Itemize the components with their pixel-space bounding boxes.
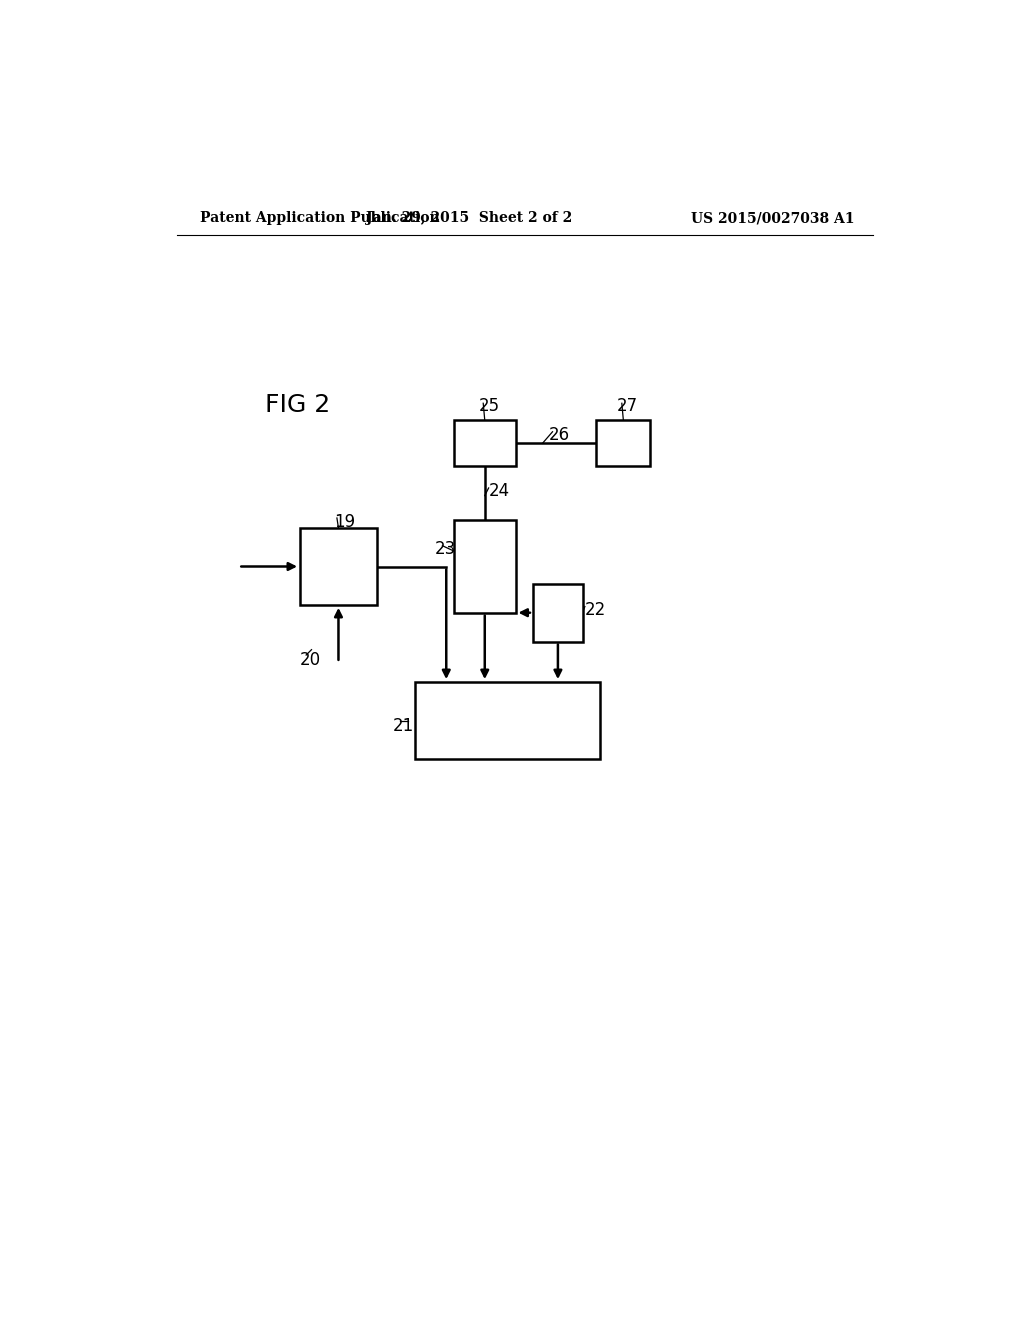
Bar [596,420,650,466]
Text: 22: 22 [585,601,606,619]
Bar [300,528,377,605]
Text: 24: 24 [488,482,510,500]
Text: 25: 25 [478,397,500,414]
Bar [416,682,600,759]
Bar [532,583,583,642]
Text: Jan. 29, 2015  Sheet 2 of 2: Jan. 29, 2015 Sheet 2 of 2 [367,211,572,226]
Text: US 2015/0027038 A1: US 2015/0027038 A1 [691,211,854,226]
Text: Patent Application Publication: Patent Application Publication [200,211,439,226]
Text: 21: 21 [392,717,414,735]
Text: 20: 20 [300,651,322,669]
Text: 26: 26 [549,426,569,445]
Bar [454,520,515,612]
Text: 27: 27 [617,397,638,414]
Text: 23: 23 [435,540,456,557]
Text: 19: 19 [334,512,355,531]
Text: FIG 2: FIG 2 [265,393,331,417]
Bar [454,420,515,466]
